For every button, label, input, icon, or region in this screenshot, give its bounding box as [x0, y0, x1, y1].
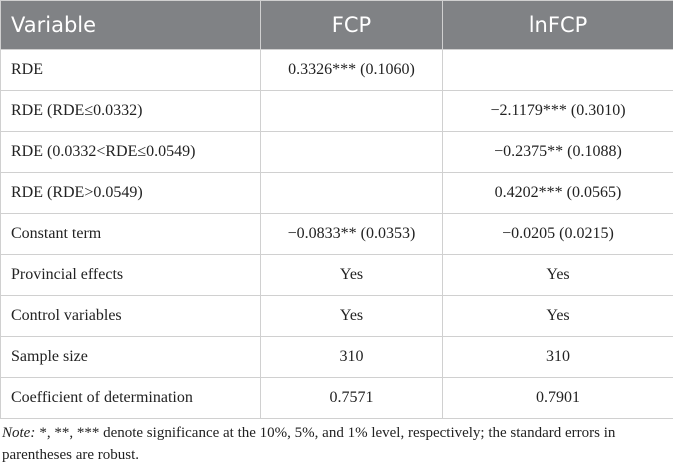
table-row: RDE 0.3326*** (0.1060)	[0, 49, 673, 91]
table-row: Coefficient of determination 0.7571 0.7901	[0, 377, 673, 419]
header-cell: Variable	[0, 0, 261, 50]
table-cell: −0.2375** (0.1088)	[442, 131, 673, 173]
header-row: Variable FCP lnFCP	[0, 0, 673, 50]
table-row: Provincial effects Yes Yes	[0, 254, 673, 296]
results-table: Variable FCP lnFCP RDE 0.3326*** (0.1060) RD…	[0, 0, 673, 419]
table-row: RDE (RDE≤0.0332) −2.1179*** (0.3010)	[0, 90, 673, 132]
table-cell: 0.7901	[442, 377, 673, 419]
table-cell: Yes	[260, 295, 443, 337]
table-cell: RDE	[0, 49, 261, 91]
table-cell	[260, 172, 443, 214]
table-cell: Constant term	[0, 213, 261, 255]
note: Note: *, **, *** denote significance at t…	[0, 419, 673, 466]
table-cell: RDE (RDE>0.0549)	[0, 172, 261, 214]
table-cell: Yes	[442, 254, 673, 296]
table-body: RDE 0.3326*** (0.1060) RDE (RDE≤0.0332) −2.…	[0, 49, 673, 419]
table-cell: 0.3326*** (0.1060)	[260, 49, 443, 91]
header-cell: FCP	[260, 0, 443, 50]
table-cell: 310	[260, 336, 443, 378]
table-row: RDE (RDE>0.0549) 0.4202*** (0.0565)	[0, 172, 673, 214]
table-cell: −2.1179*** (0.3010)	[442, 90, 673, 132]
table-cell	[260, 131, 443, 173]
header-cell: lnFCP	[442, 0, 673, 50]
table-cell: RDE (0.0332<RDE≤0.0549)	[0, 131, 261, 173]
table-cell: 0.4202*** (0.0565)	[442, 172, 673, 214]
table-row: RDE (0.0332<RDE≤0.0549) −0.2375** (0.1088…	[0, 131, 673, 173]
table-cell	[260, 90, 443, 132]
table-cell: 0.7571	[260, 377, 443, 419]
table-cell: Provincial effects	[0, 254, 261, 296]
table-cell: Sample size	[0, 336, 261, 378]
table-row: Constant term −0.0833** (0.0353) −0.0205 (…	[0, 213, 673, 255]
table-row: Sample size 310 310	[0, 336, 673, 378]
table-cell: −0.0833** (0.0353)	[260, 213, 443, 255]
table-cell: RDE (RDE≤0.0332)	[0, 90, 261, 132]
note-label: Note:	[2, 425, 36, 441]
table-cell: −0.0205 (0.0215)	[442, 213, 673, 255]
table-cell: Coefficient of determination	[0, 377, 261, 419]
table-row: Control variables Yes Yes	[0, 295, 673, 337]
table-cell: Yes	[442, 295, 673, 337]
note-text: *, **, *** denote significance at the 10…	[2, 425, 616, 463]
table-cell	[442, 49, 673, 91]
table-cell: Control variables	[0, 295, 261, 337]
table-cell: Yes	[260, 254, 443, 296]
table-cell: 310	[442, 336, 673, 378]
